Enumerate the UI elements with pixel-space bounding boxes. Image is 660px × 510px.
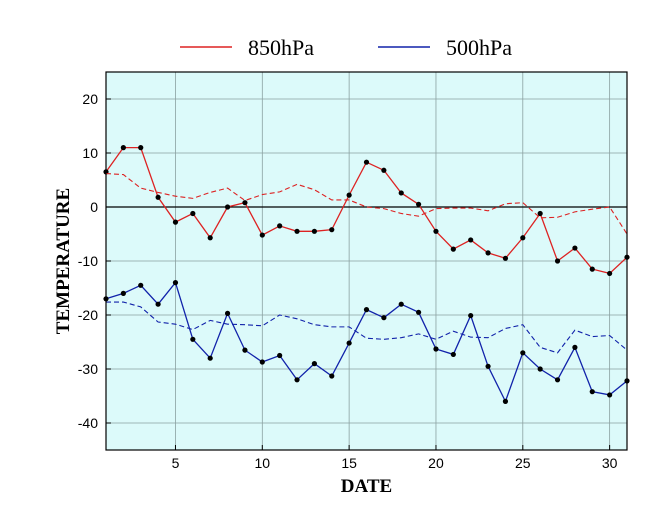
data-point	[120, 290, 126, 296]
x-tick-label: 25	[515, 455, 531, 471]
y-tick-label: 0	[90, 199, 98, 215]
y-tick-label: 10	[82, 145, 98, 161]
data-point	[172, 219, 179, 225]
data-point	[485, 363, 491, 369]
data-point	[311, 361, 317, 367]
data-point	[138, 145, 144, 151]
data-point	[607, 392, 613, 398]
data-point	[242, 200, 248, 206]
x-tick-label: 10	[255, 455, 271, 471]
data-point	[329, 227, 335, 233]
y-axis-label: TEMPERATURE	[53, 188, 74, 334]
x-axis-label: DATE	[341, 476, 392, 497]
data-point	[207, 355, 213, 361]
data-point	[537, 366, 543, 372]
data-point	[554, 258, 561, 264]
data-point	[259, 232, 265, 238]
legend: 850hPa 500hPa	[180, 35, 512, 60]
legend-label: 850hPa	[248, 35, 314, 60]
data-point	[346, 340, 352, 346]
data-point	[589, 389, 595, 395]
series-line	[105, 172, 628, 235]
data-point	[468, 237, 474, 243]
data-point	[172, 280, 179, 286]
data-point	[607, 270, 613, 277]
x-axis-ticks: 5 10 15 20 25 30	[172, 445, 618, 471]
data-point	[468, 312, 474, 319]
x-tick-label: 15	[341, 455, 357, 471]
data-point	[502, 255, 509, 261]
data-point	[224, 204, 231, 210]
y-tick-label: -10	[78, 253, 98, 269]
y-tick-label: -40	[78, 415, 98, 431]
data-point	[363, 307, 370, 313]
data-point	[398, 190, 404, 196]
data-point	[207, 235, 213, 241]
x-tick-label: 20	[428, 455, 444, 471]
y-tick-label: -20	[78, 307, 98, 323]
data-point	[537, 210, 543, 217]
data-point	[485, 250, 491, 256]
series-850hPa	[103, 145, 630, 277]
data-point	[572, 344, 578, 350]
data-point	[329, 373, 335, 379]
data-point	[433, 346, 439, 352]
data-point	[381, 167, 387, 173]
data-point	[502, 398, 509, 404]
data-point	[520, 235, 526, 241]
y-axis-ticks: 20 10 0 -10 -20 -30 -40	[78, 91, 111, 431]
data-point	[572, 245, 578, 251]
data-point	[346, 192, 352, 198]
data-point	[520, 350, 526, 356]
series-reference-1	[105, 172, 628, 235]
data-point	[589, 266, 595, 272]
data-point	[155, 194, 161, 200]
data-point	[259, 359, 265, 365]
data-point	[120, 145, 126, 151]
data-point	[381, 315, 387, 321]
data-point	[554, 377, 561, 383]
data-point	[277, 352, 283, 359]
data-point	[294, 228, 300, 234]
data-point	[277, 223, 283, 229]
data-point	[363, 159, 370, 165]
data-point	[398, 301, 404, 307]
data-point	[294, 377, 300, 383]
data-point	[433, 228, 439, 234]
data-point	[416, 309, 422, 315]
data-point	[311, 228, 317, 234]
x-tick-label: 30	[602, 455, 618, 471]
y-tick-label: -30	[78, 361, 98, 377]
legend-label: 500hPa	[446, 35, 512, 60]
data-point	[450, 351, 456, 358]
x-tick-label: 5	[172, 455, 180, 471]
data-point	[224, 310, 231, 316]
y-tick-label: 20	[82, 91, 98, 107]
data-point	[190, 336, 196, 342]
data-point	[190, 210, 196, 217]
data-point	[450, 246, 456, 252]
data-point	[416, 201, 422, 207]
data-point	[155, 301, 161, 307]
data-point	[138, 282, 144, 288]
data-point	[242, 347, 248, 353]
